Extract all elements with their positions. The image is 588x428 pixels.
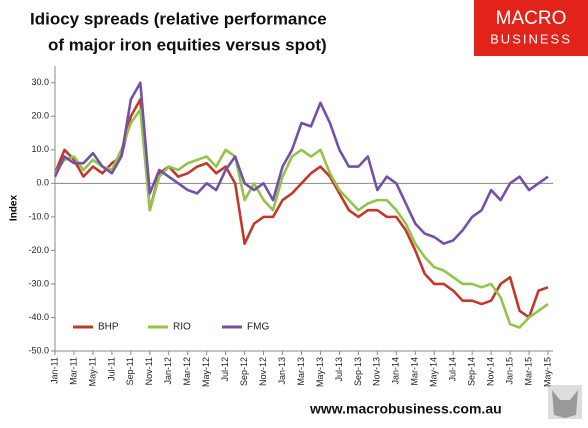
x-tick-label: May-14 [429, 357, 439, 387]
y-tick-label: -20.0 [28, 245, 49, 255]
y-tick-label: -10.0 [28, 211, 49, 221]
x-tick-label: Jan-13 [277, 357, 287, 385]
x-tick-label: Jan-11 [49, 357, 59, 384]
x-tick-label: Mar-11 [68, 357, 78, 385]
series-line [53, 81, 549, 246]
legend-label: FMG [247, 322, 269, 333]
x-tick-label: Mar-12 [182, 357, 192, 386]
series-line [53, 98, 549, 319]
y-tick-label: -50.0 [28, 345, 49, 355]
x-tick-label: May-11 [87, 357, 97, 386]
y-tick-label: 10.0 [31, 144, 49, 154]
x-tick-label: Jan-15 [504, 357, 514, 385]
x-tick-label: Sep-14 [467, 357, 477, 386]
x-tick-label: Nov-13 [372, 357, 382, 386]
x-tick-label: Mar-13 [296, 357, 306, 386]
x-tick-label: May-12 [201, 357, 211, 387]
y-axis-label: Index [9, 195, 20, 222]
x-tick-label: Sep-13 [353, 357, 363, 386]
x-tick-label: May-15 [542, 357, 552, 387]
wolf-icon [548, 385, 582, 419]
x-tick-label: Jul-12 [220, 357, 230, 382]
x-tick-label: Jan-12 [163, 357, 173, 385]
x-tick-label: Sep-11 [125, 357, 135, 385]
x-tick-label: Jul-11 [106, 357, 116, 381]
x-tick-label: Jan-14 [391, 357, 401, 385]
y-tick-label: 20.0 [31, 111, 49, 121]
logo-text: MACRO [496, 8, 567, 29]
chart-title: Idiocy spreads (relative performance [30, 9, 327, 28]
x-tick-label: Nov-14 [485, 357, 495, 386]
x-tick-label: Mar-14 [410, 357, 420, 386]
x-tick-label: May-13 [315, 357, 325, 387]
chart-title: of major iron equities versus spot) [48, 35, 327, 54]
x-tick-label: Nov-11 [144, 357, 154, 385]
x-tick-label: Mar-15 [523, 357, 533, 386]
legend-label: RIO [173, 322, 191, 333]
y-tick-label: -30.0 [28, 278, 49, 288]
footer-url: www.macrobusiness.com.au [309, 401, 502, 417]
logo-box [474, 0, 588, 56]
series-line [53, 108, 549, 329]
y-tick-label: -40.0 [28, 312, 49, 322]
y-tick-label: 30.0 [31, 77, 49, 87]
y-tick-label: 0.0 [36, 178, 49, 188]
legend-label: BHP [98, 322, 119, 333]
x-tick-label: Jul-14 [448, 357, 458, 382]
x-tick-label: Jul-13 [334, 357, 344, 382]
x-tick-label: Sep-12 [239, 357, 249, 386]
logo-text: BUSINESS [490, 31, 572, 46]
x-tick-label: Nov-12 [258, 357, 268, 386]
